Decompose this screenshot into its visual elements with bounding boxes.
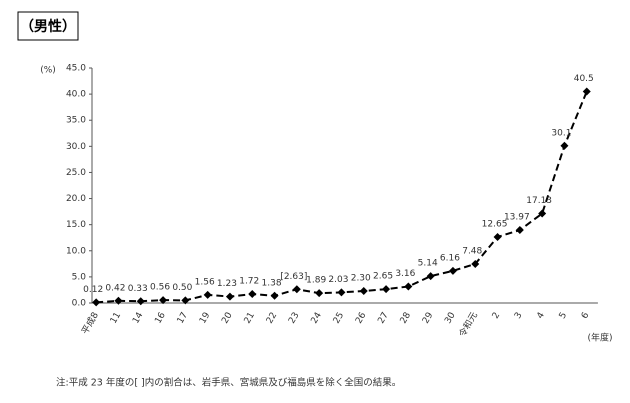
x-axis-label: (年度) (587, 332, 612, 344)
y-tick-label: 30.0 (66, 142, 86, 152)
marker (471, 259, 480, 268)
marker (426, 272, 435, 281)
y-tick-label: 25.0 (66, 168, 86, 178)
marker (315, 289, 324, 298)
value-label: 0.42 (105, 283, 125, 293)
marker (359, 286, 368, 295)
marker (448, 266, 457, 275)
value-label: 0.33 (128, 284, 148, 294)
x-tick-label: 27 (376, 311, 390, 326)
value-label: [2.63] (280, 272, 307, 282)
marker (270, 291, 279, 300)
marker (382, 285, 391, 294)
value-label: 12.65 (482, 219, 508, 229)
value-label: 2.03 (328, 275, 348, 285)
x-tick-label: 20 (220, 311, 235, 326)
value-label: 7.48 (462, 246, 482, 256)
chart-title: （男性） (20, 18, 76, 35)
value-label: 2.65 (373, 272, 393, 282)
x-tick-label: 11 (109, 311, 123, 326)
y-tick-label: 40.0 (66, 90, 86, 100)
y-tick-label: 35.0 (66, 116, 86, 126)
x-tick-label: 17 (176, 311, 190, 326)
marker (292, 285, 301, 294)
y-tick-label: 5.0 (72, 272, 87, 282)
title-box (17, 11, 79, 41)
value-label: 1.56 (195, 277, 215, 287)
x-tick-label: 6 (580, 311, 592, 321)
marker (404, 282, 413, 291)
x-tick-label: 28 (399, 311, 414, 326)
x-tick-label: 25 (332, 311, 346, 326)
marker (225, 292, 234, 301)
value-label: 0.12 (83, 285, 103, 295)
y-tick-label: 20.0 (66, 194, 86, 204)
value-label: 1.72 (239, 277, 259, 287)
value-label: 1.23 (217, 279, 237, 289)
marker (136, 297, 145, 306)
x-tick-label: 29 (421, 311, 436, 326)
x-tick-label: 令和元 (456, 310, 480, 339)
x-tick-label: 3 (513, 311, 525, 321)
value-label: 6.16 (440, 253, 460, 263)
y-tick-label: 10.0 (66, 246, 86, 256)
marker (560, 141, 569, 150)
value-label: 0.50 (172, 283, 192, 293)
x-tick-label: 24 (310, 311, 325, 326)
x-tick-label: 30 (443, 311, 458, 326)
y-tick-label: 15.0 (66, 220, 86, 230)
x-tick-label: 23 (287, 311, 301, 326)
x-tick-label: 16 (153, 311, 168, 326)
x-tick-label: 26 (354, 311, 369, 326)
x-tick-label: 平成8 (79, 310, 101, 337)
value-label: 17.13 (526, 196, 552, 206)
marker (538, 209, 547, 218)
marker (114, 296, 123, 305)
x-tick-label: 5 (558, 311, 570, 321)
marker (248, 290, 257, 299)
x-tick-label: 14 (131, 311, 146, 326)
marker (181, 296, 190, 305)
x-tick-label: 4 (535, 311, 547, 321)
value-label: 40.5 (574, 74, 594, 84)
value-label: 3.16 (395, 269, 415, 279)
y-tick-label: 0.0 (72, 299, 87, 309)
value-label: 1.38 (262, 278, 282, 288)
marker (92, 298, 101, 307)
value-label: 2.30 (351, 273, 371, 283)
marker (493, 232, 502, 241)
marker (515, 226, 524, 235)
y-axis-label: (%) (40, 66, 56, 76)
x-tick-label: 19 (198, 311, 213, 326)
value-label: 1.89 (306, 276, 326, 286)
marker (337, 288, 346, 297)
marker (582, 87, 591, 96)
value-label: 0.56 (150, 283, 170, 293)
x-tick-label: 2 (491, 311, 503, 321)
line (96, 91, 588, 304)
marker (159, 296, 168, 305)
value-label: 13.97 (504, 213, 530, 223)
value-label: 30.1 (551, 128, 571, 138)
marker (203, 290, 212, 299)
value-label: 5.14 (418, 259, 438, 269)
y-tick-label: 45.0 (66, 64, 86, 74)
x-tick-label: 22 (265, 311, 279, 326)
footnote: 注:平成 23 年度の[ ]内の割合は、岩手県、宮城県及び福島県を除く全国の結果… (56, 377, 401, 389)
x-tick-label: 21 (243, 311, 257, 326)
